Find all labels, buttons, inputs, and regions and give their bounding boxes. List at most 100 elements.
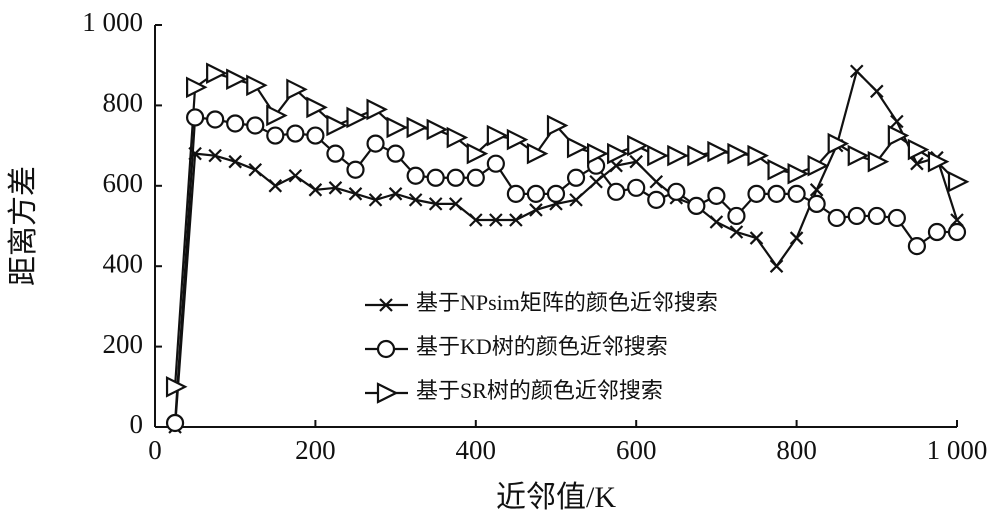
marker (546, 114, 569, 137)
marker (827, 132, 850, 155)
x-tick-label: 200 (295, 435, 336, 465)
marker (348, 187, 363, 201)
y-tick-label: 0 (130, 409, 144, 439)
marker (326, 114, 348, 137)
legend-marker (376, 382, 399, 404)
marker (208, 148, 222, 163)
marker (506, 128, 529, 151)
series-line (173, 116, 957, 424)
marker (408, 193, 423, 207)
marker (326, 144, 345, 163)
marker (767, 158, 790, 181)
marker (607, 142, 629, 165)
marker (787, 162, 810, 185)
legend-label: 基于KD树的颜色近邻搜索 (416, 334, 668, 359)
marker (388, 187, 403, 201)
marker (266, 126, 285, 145)
marker (366, 134, 385, 153)
marker (867, 150, 890, 173)
marker (306, 126, 325, 145)
marker (268, 179, 283, 193)
x-tick-label: 1 000 (927, 435, 988, 465)
marker (749, 231, 764, 245)
x-axis-title: 近邻值/K (496, 481, 616, 514)
marker (727, 142, 749, 165)
marker (910, 156, 924, 171)
marker (867, 206, 886, 226)
marker (847, 144, 870, 167)
marker (767, 184, 786, 203)
marker (787, 184, 806, 203)
marker (827, 208, 846, 228)
x-tick-label: 0 (148, 435, 162, 465)
marker (188, 146, 202, 161)
marker (870, 84, 884, 99)
marker (286, 78, 308, 101)
marker (226, 68, 248, 91)
marker (747, 184, 766, 203)
marker (186, 108, 205, 127)
marker (486, 154, 505, 173)
marker (306, 96, 328, 119)
marker (526, 142, 549, 165)
x-tick-label: 600 (616, 435, 657, 465)
marker (907, 237, 927, 256)
legend-label: 基于SR树的颜色近邻搜索 (416, 378, 663, 403)
marker (709, 215, 724, 229)
marker (629, 154, 643, 169)
marker (288, 168, 303, 183)
series-line (173, 72, 958, 387)
marker (366, 98, 389, 121)
marker (927, 150, 950, 173)
marker (546, 184, 566, 203)
marker (647, 190, 666, 209)
marker (406, 116, 429, 139)
marker (386, 116, 409, 139)
marker (165, 413, 185, 433)
marker (206, 62, 228, 85)
marker (807, 194, 826, 213)
marker (847, 206, 866, 226)
marker (587, 142, 609, 165)
y-tick-label: 400 (103, 248, 144, 278)
marker (446, 126, 469, 149)
y-tick-label: 1 000 (82, 7, 143, 37)
marker (727, 206, 746, 226)
marker (206, 110, 225, 129)
marker (747, 144, 769, 167)
marker (907, 138, 930, 161)
marker (386, 144, 405, 163)
marker (466, 142, 489, 165)
marker (789, 231, 804, 245)
marker (368, 193, 383, 207)
marker (346, 106, 368, 129)
marker (687, 144, 709, 167)
marker (186, 76, 208, 99)
marker (627, 178, 646, 197)
marker (346, 160, 365, 179)
marker (607, 182, 626, 201)
marker (469, 213, 483, 227)
marker (446, 168, 465, 187)
x-tick-label: 400 (456, 435, 497, 465)
marker (448, 197, 463, 211)
marker (887, 208, 906, 228)
marker (667, 182, 686, 201)
marker (890, 114, 904, 129)
y-tick-label: 600 (103, 168, 144, 198)
marker (246, 116, 265, 135)
marker (529, 203, 543, 217)
marker (426, 118, 449, 141)
marker (589, 175, 603, 189)
marker (807, 154, 830, 177)
y-axis-title: 距离方差 (7, 166, 40, 286)
marker (947, 171, 970, 193)
marker (769, 259, 784, 273)
y-tick-label: 200 (103, 329, 144, 359)
marker (707, 186, 726, 205)
x-tick-label: 800 (776, 435, 817, 465)
legend-marker (376, 339, 396, 359)
marker (566, 168, 586, 187)
marker (667, 144, 689, 167)
